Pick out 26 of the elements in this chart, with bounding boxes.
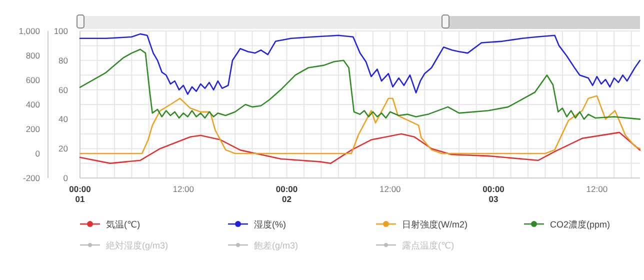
y-tick-label: 80 xyxy=(58,55,68,66)
y2-tick-label: 1,000 xyxy=(18,26,40,36)
x-tick-label: 12:00 xyxy=(380,184,402,194)
x-tick-label: 12:00 xyxy=(586,184,608,194)
x-tick-label: 00:00 02 xyxy=(276,184,298,204)
y2-tick-label: 600 xyxy=(26,75,40,85)
legend-label: 飽差(g/m3) xyxy=(254,240,298,250)
legend-label: 湿度(%) xyxy=(254,220,286,230)
y-tick-label: 40 xyxy=(58,114,68,124)
legend-label: CO2濃度(ppm) xyxy=(550,220,610,230)
y-tick-label: 100 xyxy=(54,26,68,36)
x-tick-label: 00:00 01 xyxy=(69,184,92,204)
legend-label: 気温(℃) xyxy=(106,220,140,230)
y2-tick-label: -200 xyxy=(22,173,40,183)
y2-tick-label: 200 xyxy=(26,124,40,134)
y-tick-label: 60 xyxy=(58,84,68,95)
x-tick-label: 12:00 xyxy=(172,184,194,194)
legend-label: 絶対湿度(g/m3) xyxy=(105,240,168,250)
y-tick-label: 20 xyxy=(58,144,68,154)
legend-label: 日射強度(W/m2) xyxy=(402,220,468,230)
y2-tick-label: 400 xyxy=(26,100,40,110)
legend-label: 露点温度(℃) xyxy=(402,240,454,250)
y2-tick-label: 800 xyxy=(26,50,40,60)
y2-tick-label: 0 xyxy=(35,148,40,158)
y-tick-label: 0 xyxy=(63,173,68,183)
x-tick-label: 00:00 03 xyxy=(482,184,505,204)
